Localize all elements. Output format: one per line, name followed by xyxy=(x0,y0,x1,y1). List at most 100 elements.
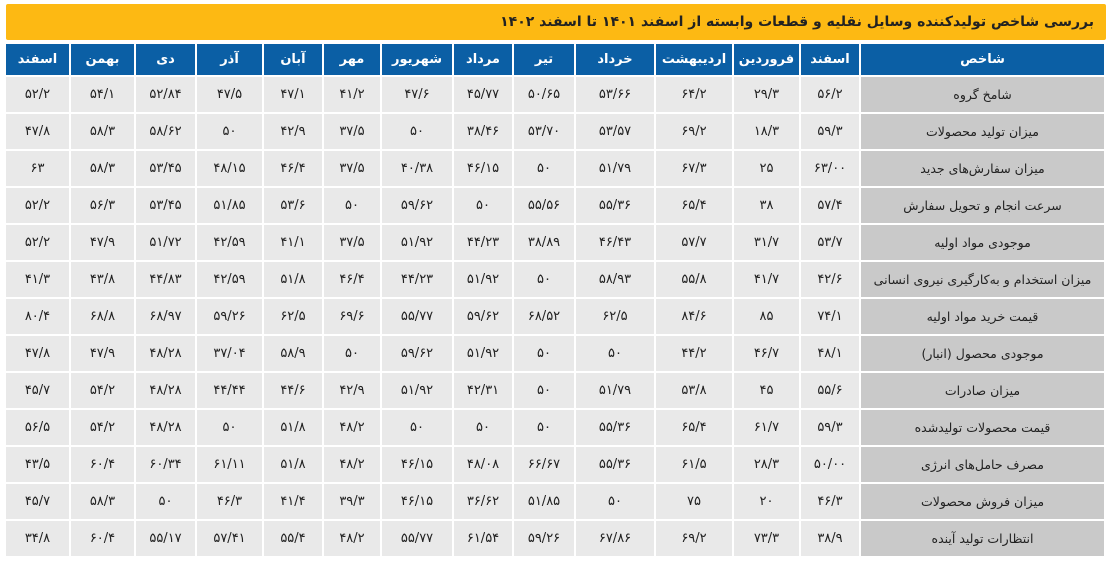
table-cell: ۶۰/۴ xyxy=(71,521,134,556)
table-cell: ۴۲/۶ xyxy=(801,262,859,297)
table-cell: ۸۵ xyxy=(734,299,799,334)
table-cell: ۵۰/۰۰ xyxy=(801,447,859,482)
table-cell: ۸۰/۴ xyxy=(6,299,69,334)
table-cell: ۴۸/۲ xyxy=(324,521,380,556)
column-header-month: اسفند xyxy=(6,44,69,75)
table-cell: ۵۳/۵۷ xyxy=(576,114,654,149)
column-header-indicator: شاخص xyxy=(861,44,1104,75)
table-cell: ۴۵ xyxy=(734,373,799,408)
table-cell: ۶۴/۲ xyxy=(656,77,732,112)
table-cell: ۶۸/۸ xyxy=(71,299,134,334)
table-cell: ۴۸/۲ xyxy=(324,447,380,482)
table-cell: ۳۷/۵ xyxy=(324,225,380,260)
table-cell: ۴۲/۵۹ xyxy=(197,225,262,260)
table-cell: ۵۶/۵ xyxy=(6,410,69,445)
table-cell: ۵۱/۹۲ xyxy=(382,225,452,260)
table-cell: ۵۱/۹۲ xyxy=(454,336,512,371)
table-cell: ۳۹/۳ xyxy=(324,484,380,519)
table-row: میزان تولید محصولات ۵۹/۳ ۱۸/۳ ۶۹/۲ ۵۳/۵۷ ۵۳/۷… xyxy=(6,114,1104,149)
table-cell: ۵۱/۸۵ xyxy=(197,188,262,223)
table-cell: ۵۶/۲ xyxy=(801,77,859,112)
column-header-month: فروردین xyxy=(734,44,799,75)
table-cell: ۵۳/۴۵ xyxy=(136,151,195,186)
table-cell: ۶۷/۸۶ xyxy=(576,521,654,556)
table-cell: ۵۷/۴ xyxy=(801,188,859,223)
pmi-table-panel: بررسی شاخص تولیدکننده وسایل نقلیه و قطعا… xyxy=(6,4,1106,558)
column-header-month: تیر xyxy=(514,44,574,75)
table-cell: ۳۱/۷ xyxy=(734,225,799,260)
table-cell: ۵۲/۸۴ xyxy=(136,77,195,112)
row-label: سرعت انجام و تحویل سفارش xyxy=(861,188,1104,223)
table-cell: ۴۸/۲۸ xyxy=(136,410,195,445)
table-cell: ۵۸/۳ xyxy=(71,151,134,186)
table-cell: ۴۸/۱ xyxy=(801,336,859,371)
table-cell: ۵۱/۸ xyxy=(264,410,322,445)
table-cell: ۶۳/۰۰ xyxy=(801,151,859,186)
row-label: موجودی مواد اولیه xyxy=(861,225,1104,260)
pmi-table: شاخص اسفند فروردین اردیبهشت خرداد تیر مرداد شهر… xyxy=(4,42,1106,558)
table-row: شامخ گروه ۵۶/۲ ۲۹/۳ ۶۴/۲ ۵۳/۶۶ ۵۰/۶۵ ۴۵/۷۷ ۴۷/۶… xyxy=(6,77,1104,112)
table-cell: ۶۵/۴ xyxy=(656,410,732,445)
table-cell: ۵۹/۶۲ xyxy=(382,188,452,223)
table-cell: ۳۶/۶۲ xyxy=(454,484,512,519)
column-header-month: اردیبهشت xyxy=(656,44,732,75)
row-label: میزان صادرات xyxy=(861,373,1104,408)
table-cell: ۵۸/۳ xyxy=(71,114,134,149)
table-cell: ۴۶/۱۵ xyxy=(382,447,452,482)
table-row: قیمت خرید مواد اولیه ۷۴/۱ ۸۵ ۸۴/۶ ۶۲/۵ ۶۸/۵۲ ۵… xyxy=(6,299,1104,334)
table-cell: ۵۰ xyxy=(454,188,512,223)
table-cell: ۲۹/۳ xyxy=(734,77,799,112)
table-cell: ۴۰/۳۸ xyxy=(382,151,452,186)
table-row: قیمت محصولات تولیدشده ۵۹/۳ ۶۱/۷ ۶۵/۴ ۵۵/۳۶ ۵۰… xyxy=(6,410,1104,445)
table-cell: ۴۷/۹ xyxy=(71,225,134,260)
table-cell: ۳۸/۸۹ xyxy=(514,225,574,260)
row-label: قیمت محصولات تولیدشده xyxy=(861,410,1104,445)
table-cell: ۵۰ xyxy=(514,410,574,445)
table-cell: ۴۳/۸ xyxy=(71,262,134,297)
table-cell: ۶۸/۹۷ xyxy=(136,299,195,334)
column-header-month: خرداد xyxy=(576,44,654,75)
row-label: قیمت خرید مواد اولیه xyxy=(861,299,1104,334)
row-label: میزان فروش محصولات xyxy=(861,484,1104,519)
table-cell: ۴۸/۰۸ xyxy=(454,447,512,482)
table-cell: ۵۸/۶۲ xyxy=(136,114,195,149)
table-cell: ۴۷/۸ xyxy=(6,114,69,149)
table-cell: ۵۲/۲ xyxy=(6,225,69,260)
table-cell: ۵۰ xyxy=(454,410,512,445)
table-cell: ۵۰ xyxy=(324,336,380,371)
table-cell: ۵۱/۸۵ xyxy=(514,484,574,519)
table-cell: ۴۵/۷۷ xyxy=(454,77,512,112)
table-cell: ۵۴/۲ xyxy=(71,410,134,445)
table-cell: ۲۵ xyxy=(734,151,799,186)
table-cell: ۵۲/۲ xyxy=(6,188,69,223)
table-cell: ۵۷/۷ xyxy=(656,225,732,260)
table-cell: ۵۱/۸ xyxy=(264,262,322,297)
table-cell: ۲۸/۳ xyxy=(734,447,799,482)
table-cell: ۴۷/۱ xyxy=(264,77,322,112)
table-title: بررسی شاخص تولیدکننده وسایل نقلیه و قطعا… xyxy=(6,4,1106,40)
table-row: انتظارات تولید آینده ۳۸/۹ ۷۳/۳ ۶۹/۲ ۶۷/۸۶ ۵۹/… xyxy=(6,521,1104,556)
table-cell: ۳۸/۹ xyxy=(801,521,859,556)
table-cell: ۵۹/۳ xyxy=(801,410,859,445)
table-cell: ۵۰ xyxy=(197,114,262,149)
table-cell: ۵۳/۴۵ xyxy=(136,188,195,223)
header-row: شاخص اسفند فروردین اردیبهشت خرداد تیر مرداد شهر… xyxy=(6,44,1104,75)
table-cell: ۵۵/۸ xyxy=(656,262,732,297)
table-cell: ۶۱/۵۴ xyxy=(454,521,512,556)
table-cell: ۴۶/۷ xyxy=(734,336,799,371)
table-cell: ۵۱/۹۲ xyxy=(382,373,452,408)
table-row: میزان سفارش‌های جدید ۶۳/۰۰ ۲۵ ۶۷/۳ ۵۱/۷۹ ۵۰ ۴۶… xyxy=(6,151,1104,186)
table-cell: ۵۵/۴ xyxy=(264,521,322,556)
table-cell: ۳۷/۰۴ xyxy=(197,336,262,371)
table-cell: ۵۱/۷۹ xyxy=(576,373,654,408)
table-row: موجودی مواد اولیه ۵۳/۷ ۳۱/۷ ۵۷/۷ ۴۶/۴۳ ۳۸/۸۹ ۴… xyxy=(6,225,1104,260)
table-cell: ۵۶/۳ xyxy=(71,188,134,223)
table-cell: ۴۶/۳ xyxy=(801,484,859,519)
table-cell: ۶۲/۵ xyxy=(264,299,322,334)
table-cell: ۴۵/۷ xyxy=(6,373,69,408)
table-cell: ۶۱/۱۱ xyxy=(197,447,262,482)
table-cell: ۶۶/۶۷ xyxy=(514,447,574,482)
table-cell: ۵۰ xyxy=(382,114,452,149)
row-label: میزان سفارش‌های جدید xyxy=(861,151,1104,186)
table-cell: ۵۸/۹۳ xyxy=(576,262,654,297)
